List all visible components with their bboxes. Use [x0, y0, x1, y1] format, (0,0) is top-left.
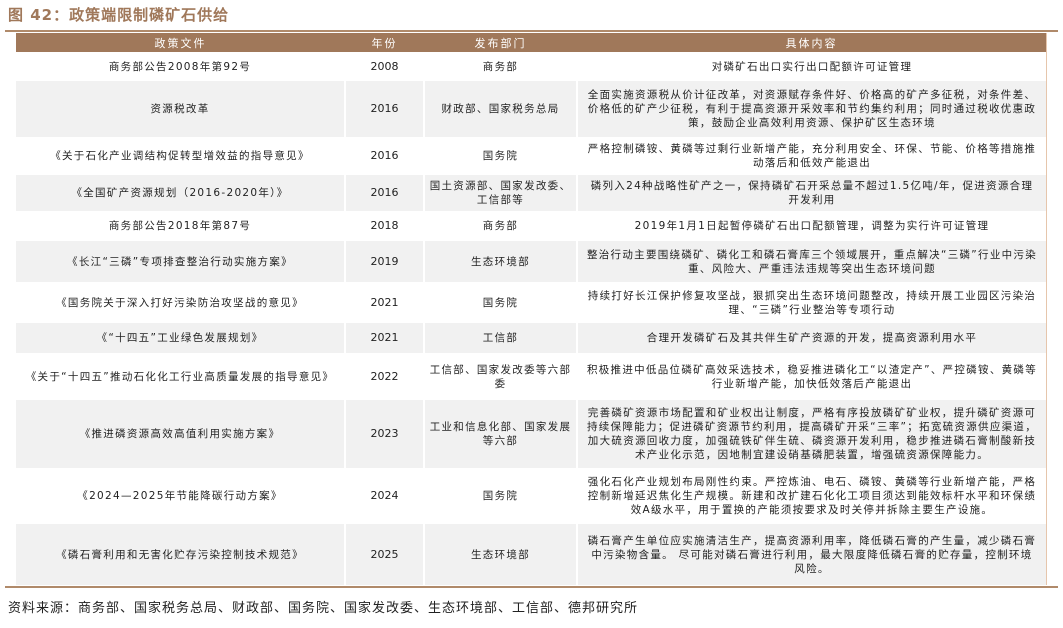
- doc-cell: 《磷石膏利用和无害化贮存污染控制技术规范》: [16, 524, 345, 585]
- content-cell: 积极推进中低品位磷矿高效采选技术，稳妥推进磷化工“以渣定产”、严控磷铵、黄磷等行…: [576, 353, 1046, 400]
- right-border: [1046, 33, 1047, 585]
- content-cell: 完善磷矿资源市场配置和矿业权出让制度，严格有序投放磷矿矿业权，提升磷矿资源可持续…: [576, 400, 1046, 468]
- table-header-row: 政策文件 年份 发布部门 具体内容: [16, 33, 1046, 52]
- content-cell: 全面实施资源税从价计征改革，对资源赋存条件好、价格高的矿产多征税，对条件差、价格…: [576, 81, 1046, 137]
- header-dept: 发布部门: [424, 33, 577, 52]
- doc-cell: 《全国矿产资源规划（2016-2020年）》: [16, 175, 345, 211]
- dept-cell: 工信部: [423, 323, 577, 353]
- dept-cell: 生态环境部: [423, 524, 577, 585]
- table-row: 《关于“十四五”推动石化化工行业高质量发展的指导意见》 2022 工信部、国家发改委…: [16, 353, 1046, 400]
- content-cell: 2019年1月1日起暂停磷矿石出口配额管理，调整为实行许可证管理: [576, 211, 1046, 241]
- year-cell: 2023: [344, 400, 424, 468]
- table-row: 《“十四五”工业绿色发展规划》 2021 工信部 合理开发磷矿石及其共伴生矿产资源的开…: [16, 323, 1046, 353]
- doc-cell: 《2024—2025年节能降碳行动方案》: [77, 490, 283, 502]
- content-cell: 持续打好长江保护修复攻坚战，狠抓突出生态环境问题整改，持续开展工业园区污染治理、…: [576, 282, 1046, 323]
- source-note: 资料来源：商务部、国家税务总局、财政部、国务院、国家发改委、生态环境部、工信部、…: [8, 601, 639, 616]
- year-cell: 2021: [344, 323, 424, 353]
- doc-cell: 《国务院关于深入打好污染防治攻坚战的意见》: [56, 296, 304, 309]
- doc-cell: 《“十四五”工业绿色发展规划》: [16, 323, 345, 353]
- content-cell: 整治行动主要围绕磷矿、磷化工和磷石膏库三个领域展开，重点解决“三磷”行业中污染重…: [576, 241, 1046, 282]
- table-row: 《长江“三磷”专项排查整治行动实施方案》 2019 生态环境部 整治行动主要围绕磷矿、…: [16, 241, 1046, 282]
- year-cell: 2008: [344, 52, 424, 81]
- dept-cell: 生态环境部: [423, 241, 577, 282]
- table-row: 《2024—2025年节能降碳行动方案》 2024 国务院 强化石化产业规划布局刚性约…: [16, 468, 1046, 524]
- dept-cell: 国务院: [423, 137, 577, 175]
- bottom-divider: [5, 586, 1058, 588]
- dept-cell: 工信部、国家发改委等六部委: [423, 353, 577, 400]
- year-cell: 2025: [344, 524, 424, 585]
- header-content: 具体内容: [577, 33, 1046, 52]
- dept-cell: 国务院: [423, 282, 577, 323]
- policy-table: 政策文件 年份 发布部门 具体内容 商务部公告2008年第92号 2008 商务部对…: [16, 33, 1046, 585]
- content-cell: 合理开发磷矿石及其共伴生矿产资源的开发，提高资源利用水平: [576, 323, 1046, 353]
- year-cell: 2024: [344, 468, 424, 524]
- dept-cell: 工业和信息化部、国家发展等六部: [423, 400, 577, 468]
- content-cell: 磷石膏产生单位应实施清洁生产，提高资源利用率，降低磷石膏的产生量，减少磷石膏中污…: [576, 524, 1046, 585]
- year-cell: 2016: [344, 81, 424, 137]
- doc-cell: 《关于“十四五”推动石化化工行业高质量发展的指导意见》: [25, 370, 335, 383]
- top-divider: [5, 30, 1058, 32]
- year-cell: 2021: [344, 282, 424, 323]
- content-cell: 磷列入24种战略性矿产之一，保持磷矿石开采总量不超过1.5亿吨/年，促进资源合理…: [576, 175, 1046, 211]
- dept-cell: 财政部、国家税务总局: [423, 81, 577, 137]
- doc-cell: 《推进磷资源高效高值利用实施方案》: [16, 400, 345, 468]
- doc-cell: 商务部公告2018年第87号: [108, 220, 252, 232]
- dept-cell: 商务部: [423, 211, 577, 241]
- header-year: 年份: [345, 33, 424, 52]
- year-cell: 2016: [344, 175, 424, 211]
- table-row: 《推进磷资源高效高值利用实施方案》 2023 工业和信息化部、国家发展等六部 完善磷矿…: [16, 400, 1046, 468]
- figure-title: 图 42：政策端限制磷矿石供给: [8, 6, 230, 24]
- table-row: 《关于石化产业调结构促转型增效益的指导意见》 2016 国务院 严格控制磷铵、黄磷等过…: [16, 137, 1046, 175]
- doc-cell: 《关于石化产业调结构促转型增效益的指导意见》: [50, 150, 310, 162]
- doc-cell: 《长江“三磷”专项排查整治行动实施方案》: [16, 241, 345, 282]
- year-cell: 2016: [344, 137, 424, 175]
- table-row: 《全国矿产资源规划（2016-2020年）》 2016 国土资源部、国家发改委、工信…: [16, 175, 1046, 211]
- header-doc: 政策文件: [16, 33, 345, 52]
- table-row: 商务部公告2008年第92号 2008 商务部 对磷矿石出口实行出口配额许可证管理: [16, 52, 1046, 81]
- table-row: 商务部公告2018年第87号 2018 商务部 2019年1月1日起暂停磷矿石出口配额…: [16, 211, 1046, 241]
- content-cell: 强化石化产业规划布局刚性约束。严控炼油、电石、磷铵、黄磷等行业新增产能，严格控制…: [576, 468, 1046, 524]
- content-cell: 严格控制磷铵、黄磷等过剩行业新增产能，充分利用安全、环保、节能、价格等措施推动落…: [576, 137, 1046, 175]
- year-cell: 2022: [344, 353, 424, 400]
- year-cell: 2019: [344, 241, 424, 282]
- table-row: 资源税改革 2016 财政部、国家税务总局 全面实施资源税从价计征改革，对资源赋存条件…: [16, 81, 1046, 137]
- doc-cell: 资源税改革: [16, 81, 345, 137]
- table-row: 《国务院关于深入打好污染防治攻坚战的意见》 2021 国务院 持续打好长江保护修复攻坚…: [16, 282, 1046, 323]
- content-cell: 对磷矿石出口实行出口配额许可证管理: [576, 52, 1046, 81]
- doc-cell: 商务部公告2008年第92号: [108, 60, 252, 73]
- table-row: 《磷石膏利用和无害化贮存污染控制技术规范》 2025 生态环境部 磷石膏产生单位应实施…: [16, 524, 1046, 585]
- year-cell: 2018: [344, 211, 424, 241]
- dept-cell: 商务部: [423, 52, 577, 81]
- dept-cell: 国务院: [423, 468, 577, 524]
- dept-cell: 国土资源部、国家发改委、工信部等: [423, 175, 577, 211]
